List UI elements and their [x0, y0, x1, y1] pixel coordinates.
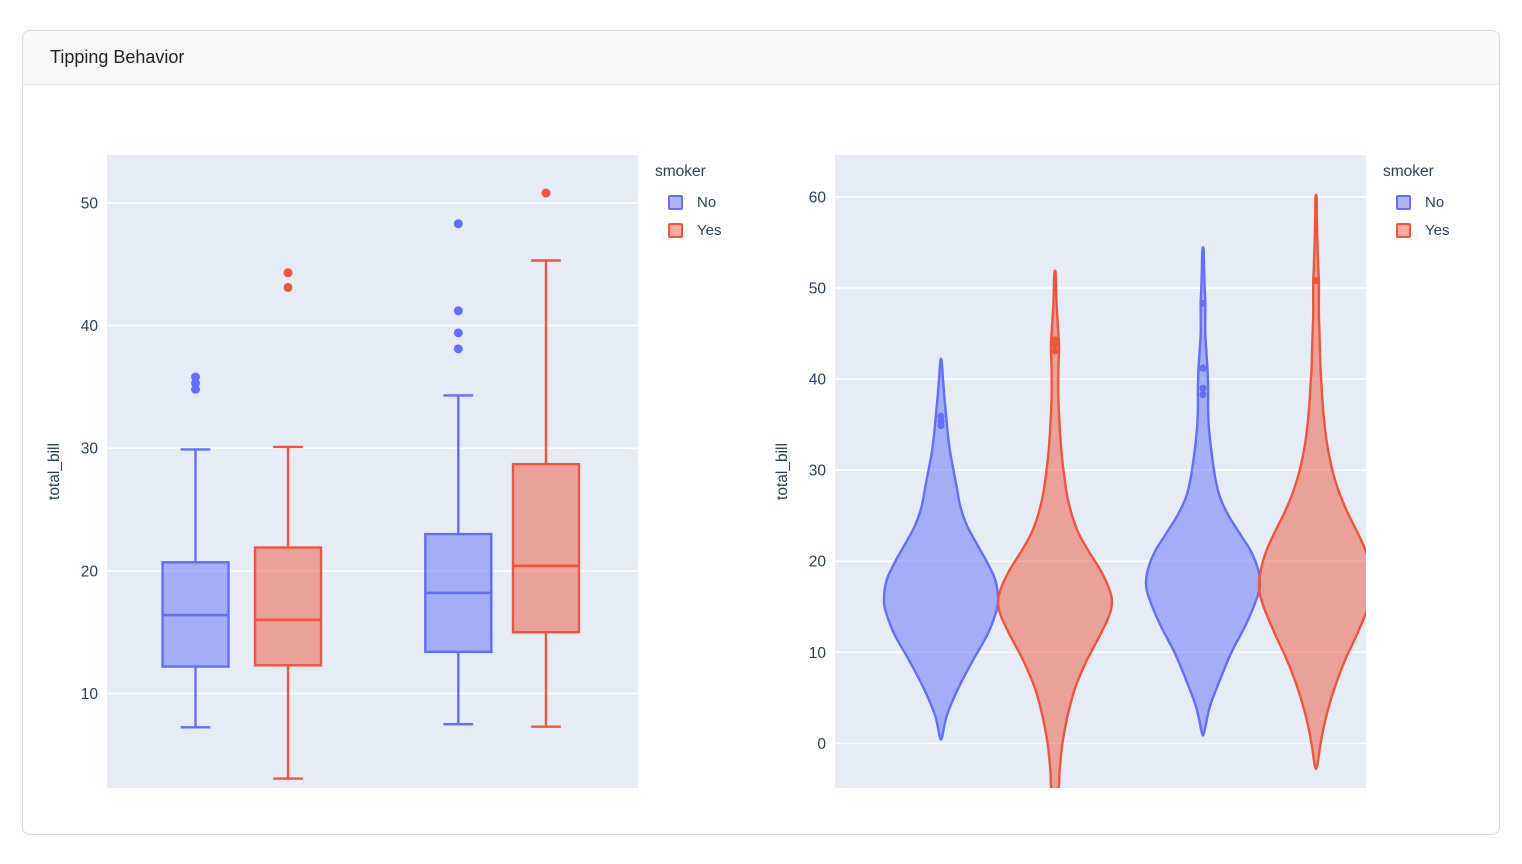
violin-point[interactable] [1199, 384, 1207, 392]
y-tick-label-20: 20 [81, 563, 99, 580]
y-axis-title: total_bill [46, 443, 63, 500]
outlier-point[interactable] [191, 372, 201, 382]
legend-item-no[interactable]: No [1383, 188, 1449, 216]
violin-plot-figure: 0 10 20 30 40 50 60 total_bill [774, 155, 1373, 791]
outlier-point[interactable] [453, 306, 463, 316]
outlier-point[interactable] [453, 328, 463, 338]
outlier-point[interactable] [453, 344, 463, 354]
y-tick-label-30: 30 [809, 463, 827, 480]
violin-point[interactable] [1051, 336, 1059, 344]
legend-label: No [697, 193, 717, 211]
legend-item-no[interactable]: No [655, 188, 721, 216]
legend-swatch-yes [668, 222, 683, 238]
box-no-group1[interactable] [161, 372, 230, 729]
y-tick-label-40: 40 [81, 318, 99, 335]
violin-plot-legend: smoker No Yes [1383, 163, 1449, 244]
y-tick-label-0: 0 [817, 736, 826, 753]
violin-yes-group1[interactable] [996, 269, 1114, 791]
y-tick-label-20: 20 [809, 554, 827, 571]
legend-label: Yes [1425, 221, 1450, 239]
y-tick-label-50: 50 [81, 195, 99, 212]
violin-point[interactable] [1312, 277, 1320, 285]
card-header: Tipping Behavior [23, 31, 1499, 85]
y-tick-label-10: 10 [809, 645, 827, 662]
card-title: Tipping Behavior [50, 47, 185, 67]
box-plot-figure: 10 20 30 40 50 total_bill [46, 155, 638, 788]
y-tick-label-50: 50 [809, 280, 827, 297]
legend-item-yes[interactable]: Yes [1383, 216, 1449, 244]
violin-point[interactable] [1199, 299, 1207, 308]
violin-yes-group2[interactable] [1257, 193, 1373, 771]
box-plot-legend: smoker No Yes [655, 163, 721, 244]
legend-title: smoker [1383, 163, 1434, 180]
box-yes-group1[interactable] [253, 268, 323, 780]
violin-point[interactable] [937, 412, 945, 420]
outlier-point[interactable] [283, 268, 293, 278]
legend-label: No [1425, 193, 1445, 211]
violin-no-group2[interactable] [1144, 246, 1262, 737]
violin-point[interactable] [1199, 390, 1207, 399]
violin-point[interactable] [1051, 347, 1059, 355]
legend-item-yes[interactable]: Yes [655, 216, 721, 244]
plot-area[interactable] [835, 155, 1366, 788]
y-tick-label-60: 60 [809, 189, 827, 206]
violin-point[interactable] [1199, 364, 1207, 372]
y-tick-label-10: 10 [81, 686, 99, 703]
legend-title: smoker [655, 163, 706, 180]
y-axis-title: total_bill [774, 443, 791, 500]
outlier-point[interactable] [283, 282, 293, 292]
box-yes-group2[interactable] [511, 188, 581, 728]
violin-no-group1[interactable] [882, 357, 1000, 741]
box-no-group2[interactable] [424, 219, 493, 726]
legend-label: Yes [697, 221, 722, 239]
legend-swatch-no [668, 194, 683, 210]
outlier-point[interactable] [453, 219, 463, 229]
y-tick-label-40: 40 [809, 372, 827, 389]
legend-swatch-no [1396, 194, 1411, 210]
outlier-point[interactable] [541, 188, 551, 198]
legend-swatch-yes [1396, 222, 1411, 238]
y-tick-label-30: 30 [81, 441, 99, 458]
